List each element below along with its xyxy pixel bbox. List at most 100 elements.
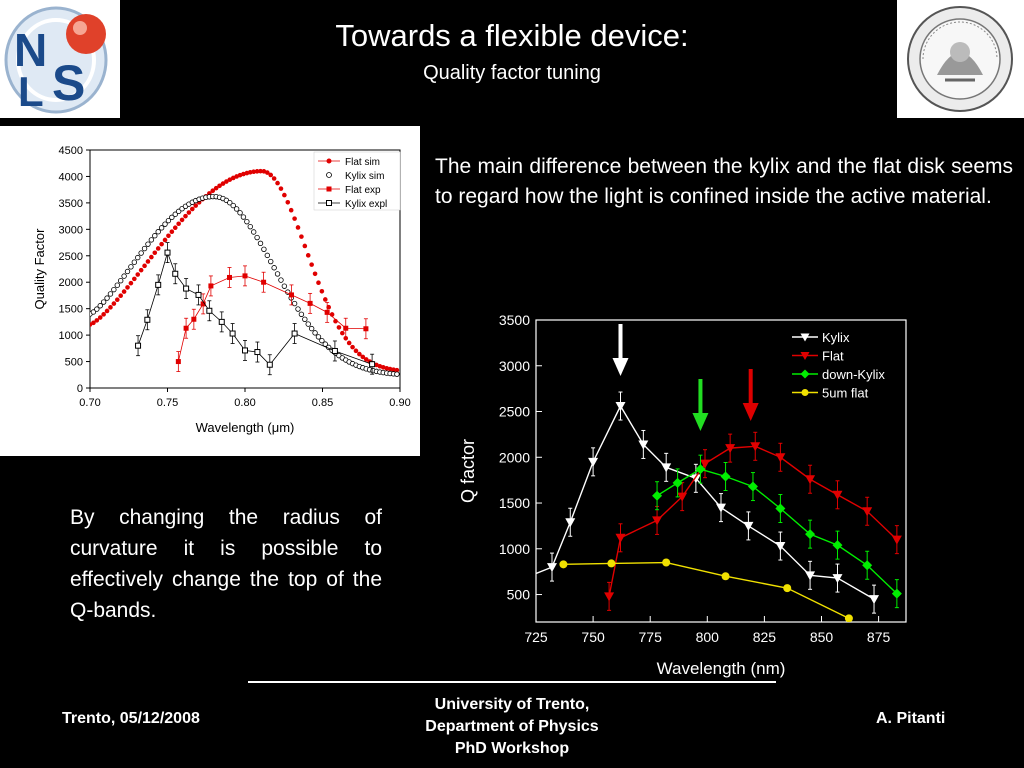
data-point [319, 288, 325, 294]
data-point [307, 300, 313, 306]
data-point [258, 168, 263, 174]
data-point [305, 321, 311, 327]
data-point [117, 277, 124, 284]
peak-arrow [612, 324, 629, 376]
y-axis-label: Quality Factor [32, 228, 47, 310]
data-point [363, 357, 369, 362]
data-point [271, 265, 277, 271]
x-tick-label: 775 [639, 629, 663, 645]
footer-author: A. Pitanti [876, 710, 946, 727]
data-point [638, 440, 649, 450]
chart-qfactor-svg: 500 1000 1500 2000 2500 3000 3500 725 750 775 800 8… [458, 312, 907, 678]
data-point [166, 233, 171, 239]
data-point [588, 457, 599, 467]
y-tick-label: 3500 [499, 312, 530, 328]
data-point [114, 297, 120, 302]
data-point [94, 318, 100, 323]
data-point [720, 471, 731, 482]
data-point [336, 325, 342, 330]
data-point [695, 464, 706, 475]
data-point [217, 183, 222, 189]
data-point [94, 306, 100, 312]
data-point [190, 206, 195, 212]
data-point [213, 185, 219, 191]
data-point [155, 281, 162, 288]
data-point [315, 334, 322, 340]
data-point [251, 169, 256, 175]
data-point [193, 203, 199, 208]
data-point [208, 283, 214, 289]
data-point [783, 584, 792, 593]
data-point [118, 293, 123, 298]
data-point [316, 280, 321, 285]
data-point [265, 170, 270, 175]
paragraph-radius-curvature: By changing the radius of curvature it i… [70, 506, 382, 622]
data-point [278, 277, 284, 283]
data-point [309, 262, 314, 267]
x-axis-label: Wavelength (nm) [657, 659, 786, 678]
data-point [869, 595, 880, 605]
data-point [90, 309, 97, 315]
data-point [282, 192, 287, 198]
legend-marker [326, 186, 332, 192]
y-tick-label: 0 [77, 383, 83, 395]
data-point [186, 210, 192, 215]
data-point [162, 221, 168, 227]
data-point [233, 206, 240, 212]
data-point [101, 312, 106, 317]
data-point [132, 276, 137, 282]
data-point [340, 330, 345, 336]
data-point [152, 233, 158, 239]
data-point [281, 283, 288, 289]
series-kylix-expl [135, 242, 376, 376]
arrow-head [692, 413, 709, 431]
data-point [247, 170, 253, 175]
data-point [271, 176, 277, 181]
data-point [312, 271, 318, 277]
series-line [608, 445, 898, 597]
y-tick-label: 3500 [59, 198, 83, 210]
series-line [563, 561, 850, 619]
legend-marker [800, 369, 810, 379]
data-point [743, 521, 754, 531]
data-point [254, 234, 260, 241]
y-tick-label: 4000 [59, 171, 83, 183]
data-point [172, 270, 179, 277]
data-point [312, 330, 318, 336]
legend-marker [326, 158, 332, 164]
data-point [291, 330, 298, 337]
data-point [128, 280, 134, 286]
data-point [805, 529, 816, 540]
data-point [775, 453, 786, 463]
series-flat [604, 431, 902, 611]
plot-frame [535, 319, 907, 623]
data-point [302, 243, 308, 249]
data-point [111, 301, 117, 306]
legend-label: Kylix [822, 330, 850, 345]
data-point [343, 325, 349, 331]
x-tick-label: 875 [867, 629, 891, 645]
data-point [607, 559, 616, 568]
x-tick-label: 0.85 [312, 397, 333, 409]
data-point [261, 279, 267, 285]
y-tick-label: 3000 [499, 358, 530, 374]
data-point [152, 250, 158, 256]
data-point [148, 237, 155, 243]
chart-qfactor: 500 1000 1500 2000 2500 3000 3500 725 750 775 800 8… [450, 300, 1010, 680]
data-point [138, 250, 144, 256]
x-tick-label: 0.75 [157, 397, 178, 409]
data-point [274, 271, 281, 277]
x-tick-label: 825 [753, 629, 777, 645]
legend-label: Kylix expl [345, 199, 387, 210]
data-point [288, 207, 294, 213]
data-point [227, 200, 233, 206]
footer-institution-line1: University of Trento, [434, 696, 590, 713]
x-tick-label: 0.90 [389, 397, 410, 409]
data-point [159, 241, 164, 247]
legend-label: 5um flat [822, 386, 869, 401]
series-5um-flat [559, 558, 853, 622]
arrow-head [742, 403, 759, 421]
data-point [242, 347, 248, 354]
data-point [183, 213, 188, 219]
slide-title: Towards a flexible device: [335, 18, 689, 53]
